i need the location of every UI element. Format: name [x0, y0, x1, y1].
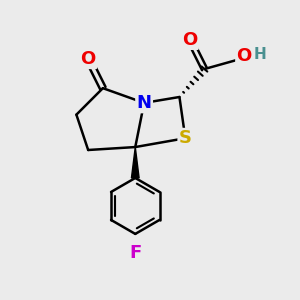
Text: O: O: [80, 50, 96, 68]
Text: N: N: [136, 94, 152, 112]
Text: S: S: [179, 129, 192, 147]
Text: O: O: [182, 31, 197, 49]
Polygon shape: [131, 147, 139, 178]
Text: F: F: [129, 244, 141, 262]
Text: H: H: [254, 47, 267, 62]
Text: O: O: [237, 47, 252, 65]
